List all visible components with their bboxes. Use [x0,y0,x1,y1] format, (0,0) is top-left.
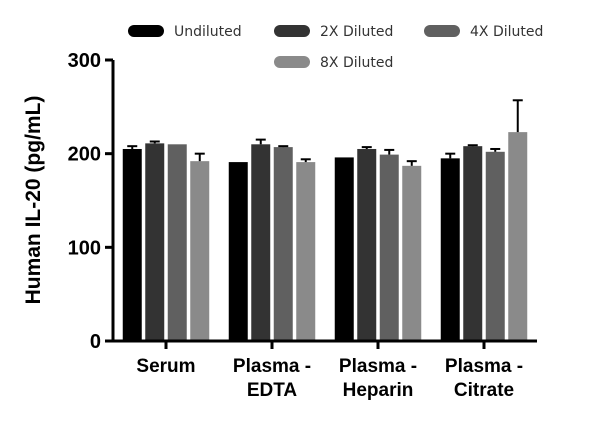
legend-label: Undiluted [174,24,242,40]
x-tick-label-line: Serum [136,356,195,377]
bar [190,161,210,341]
legend-label: 8X Diluted [320,55,393,71]
bar [145,143,165,341]
x-tick-label: Serum [136,356,195,377]
legend-label: 2X Diluted [320,24,393,40]
x-tick-label-line: Citrate [454,380,514,401]
x-tick-label: Plasma - EDTA [233,356,311,401]
bar [167,144,187,341]
bar [273,147,293,341]
bar [485,151,505,341]
bar [379,154,399,341]
bar [357,148,377,341]
bar [508,132,528,341]
legend-swatch [128,25,164,37]
y-tick-label: 0 [90,331,101,353]
y-tick-label: 300 [68,50,101,72]
y-tick-label: 200 [68,144,101,166]
x-tick-label: Plasma - Heparin [339,356,417,401]
legend: Undiluted 2X Diluted 4X Diluted 8X Diluted [128,24,543,71]
legend-label: 4X Diluted [470,24,543,40]
bar [122,148,142,341]
x-tick-label-line: Plasma - [445,356,523,377]
y-tick-label: 100 [68,237,101,259]
bars [122,99,528,341]
bar [296,162,316,341]
bar [402,165,422,341]
x-tick-label-line: Plasma - [339,356,417,377]
x-tick-label: Plasma - Citrate [445,356,523,401]
y-axis-label: Human IL-20 (pg/mL) [22,96,45,305]
bar [440,158,460,341]
x-tick-label-line: EDTA [247,380,298,401]
bar [228,162,248,341]
bar [251,144,271,341]
axes: 0 100 200 300 Serum Plasma - EDTA Plasma - Hepar… [68,50,537,401]
legend-swatch [424,25,460,37]
x-tick-label-line: Plasma - [233,356,311,377]
x-tick-label-line: Heparin [343,380,414,401]
bar [334,157,354,341]
bar [463,146,483,341]
legend-swatch [274,56,310,68]
legend-swatch [274,25,310,37]
